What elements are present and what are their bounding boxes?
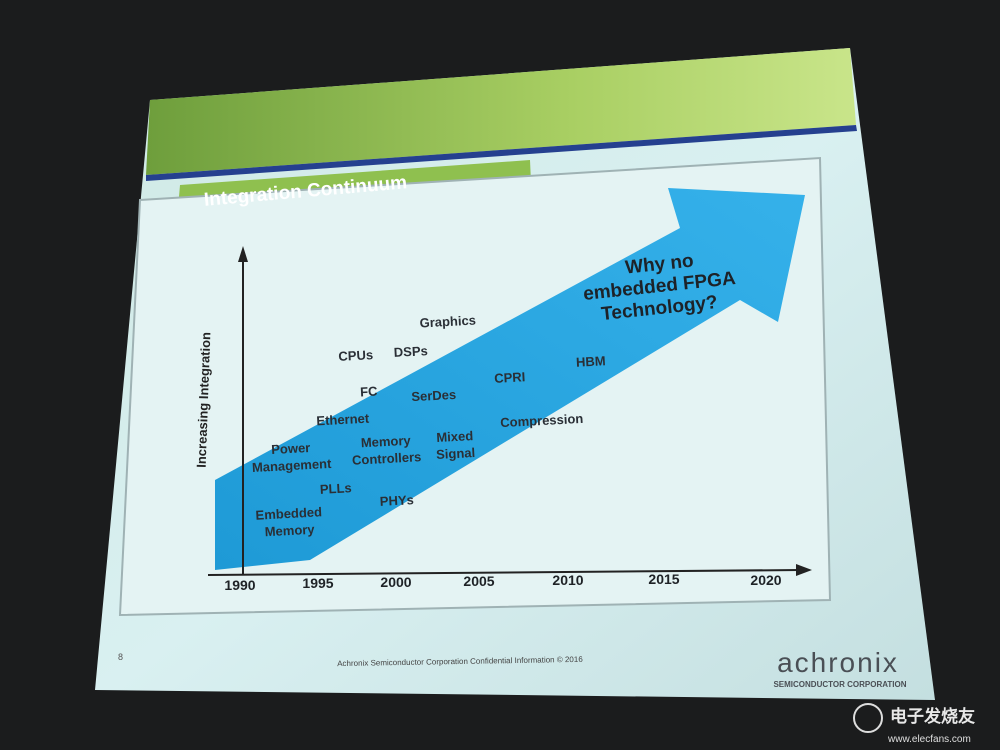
integration-label: Controllers xyxy=(352,449,422,468)
integration-label: Mixed xyxy=(436,428,474,445)
footer: Achronix Semiconductor Corporation Confi… xyxy=(337,655,583,668)
year-label: 1995 xyxy=(302,575,333,591)
integration-label: Management xyxy=(252,456,333,475)
integration-label: PHYs xyxy=(379,492,414,509)
arrow xyxy=(215,188,805,570)
year-labels: 1990 1995 2000 2005 2010 2015 2020 xyxy=(224,571,781,593)
year-label: 2000 xyxy=(380,574,411,590)
integration-label: Graphics xyxy=(419,313,476,331)
header-rule xyxy=(146,125,857,181)
year-label: 2010 xyxy=(552,572,583,588)
integration-label: Power xyxy=(271,440,311,457)
watermark-name: 电子发烧友 xyxy=(890,706,975,726)
x-axis xyxy=(207,569,801,576)
integration-label: SerDes xyxy=(411,387,457,404)
year-label: 2020 xyxy=(750,572,781,588)
logo: achronix xyxy=(777,647,899,678)
watermark-icon xyxy=(853,703,883,733)
watermark-url: www.elecfans.com xyxy=(887,734,971,745)
x-axis-head xyxy=(796,564,812,576)
y-axis-label: Increasing Integration xyxy=(194,332,214,468)
page-number: 8 xyxy=(118,652,123,662)
integration-label: Embedded xyxy=(255,504,322,522)
header-band xyxy=(146,48,856,175)
integration-label: HBM xyxy=(576,353,606,370)
integration-label: CPRI xyxy=(494,369,526,386)
integration-label: DSPs xyxy=(393,343,428,360)
integration-label: Memory xyxy=(360,433,411,451)
integration-label: Compression xyxy=(500,411,584,430)
integration-label: PLLs xyxy=(319,480,352,497)
logo-sub: SEMICONDUCTOR CORPORATION xyxy=(773,680,906,689)
integration-label: Memory xyxy=(264,522,315,540)
integration-labels: Graphics CPUs DSPs FC SerDes CPRI HBM Ethernet P… xyxy=(252,313,606,540)
integration-label: Signal xyxy=(436,445,476,462)
integration-label: Ethernet xyxy=(316,411,370,429)
y-axis-head xyxy=(238,246,248,262)
year-label: 1990 xyxy=(224,577,255,593)
integration-label: CPUs xyxy=(338,347,373,364)
year-label: 2015 xyxy=(648,571,679,587)
integration-label: FC xyxy=(360,384,379,400)
year-label: 2005 xyxy=(463,573,494,589)
